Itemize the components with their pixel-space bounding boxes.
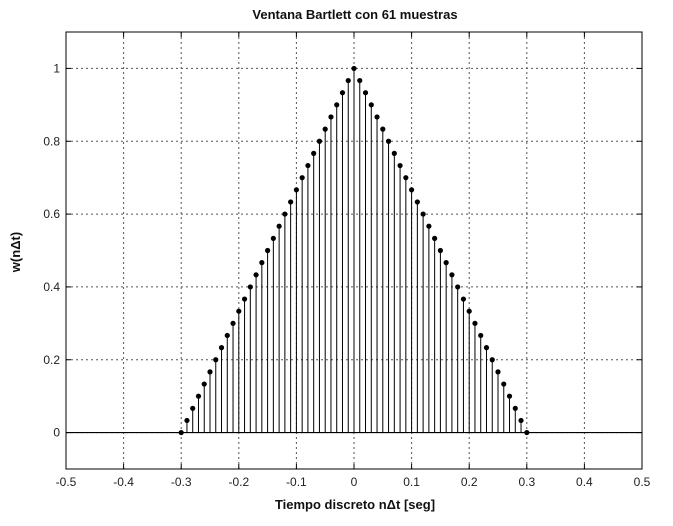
x-tick-label: -0.4 [113,475,134,489]
stem-marker [466,308,472,314]
stem-marker [449,272,455,278]
y-tick-label: 0 [53,426,60,440]
stem-marker [247,284,253,290]
y-axis-ticks: 0 0.2 0.4 0.6 0.8 1 [43,61,642,440]
stem-marker [351,65,357,72]
stem-marker [328,114,334,120]
x-tick-label: 0.2 [461,475,478,489]
stem-marker [184,417,190,424]
y-tick-label: 0.4 [43,280,60,294]
stem-marker [288,199,294,205]
stem-marker [224,332,230,339]
stem-marker [259,260,265,266]
stem-marker [282,211,288,217]
stem-marker [305,162,311,169]
stem-marker [265,247,271,254]
stem-marker [276,223,282,229]
stem-marker [368,102,374,108]
stem-marker [455,284,461,290]
stem-marker [218,345,225,351]
x-tick-label: 0.5 [634,475,651,489]
stem-marker [190,405,196,411]
stem-marker [501,381,507,387]
stem-series [178,65,530,436]
x-tick-label: -0.3 [171,475,192,489]
x-tick-label: 0.4 [576,475,593,489]
stem-marker [460,296,467,302]
y-tick-label: 0.8 [43,134,60,148]
stem-marker [380,126,386,132]
stem-marker [437,247,443,254]
stem-marker [201,381,207,387]
stem-marker [253,272,259,278]
stem-marker [299,175,305,181]
stem-marker [345,77,351,84]
stem-marker [478,332,484,339]
x-tick-label: -0.2 [228,475,249,489]
stem-marker [178,429,184,436]
y-tick-label: 1 [53,61,60,75]
stem-marker [443,260,449,266]
stem-marker [293,187,299,193]
stem-marker [414,199,420,205]
y-axis-label: w(nΔt) [8,232,23,273]
stem-marker [512,405,518,411]
stem-marker [334,102,340,108]
stem-marker [403,175,409,181]
stem-marker [385,138,392,144]
stem-marker [397,162,403,169]
stem-marker [207,369,213,375]
stem-marker [420,211,426,217]
stem-marker [316,138,323,144]
stem-marker [213,357,219,363]
stem-marker [409,187,415,193]
x-tick-label: 0.1 [403,475,420,489]
stem-marker [374,114,380,120]
stem-marker [489,357,495,363]
stem-marker [270,235,276,241]
stem-marker [236,308,242,314]
stem-marker [432,235,438,241]
stem-marker [495,369,501,375]
stem-marker [506,393,513,399]
stem-marker [362,90,369,96]
x-tick-label: -0.5 [56,475,77,489]
x-axis-ticks: -0.5 -0.4 -0.3 -0.2 -0.1 0 0.1 0.2 0.3 0.4 0.5 [56,32,651,489]
stem-marker [195,393,202,399]
stem-marker [322,126,328,132]
stem-marker [339,90,346,96]
stem-marker [472,320,478,326]
chart-title: Ventana Bartlett con 61 muestras [252,7,457,22]
stem-marker [357,77,363,84]
y-tick-label: 0.6 [43,207,60,221]
stem-marker [230,320,236,326]
stem-marker [241,296,248,302]
x-tick-label: 0 [351,475,358,489]
y-tick-label: 0.2 [43,353,60,367]
x-tick-label: -0.1 [286,475,307,489]
stem-marker [483,345,490,351]
stem-marker [426,223,432,229]
x-tick-label: 0.3 [518,475,535,489]
stem-marker [311,150,317,156]
stem-marker [524,429,530,436]
stem-marker [518,417,524,424]
stem-marker [391,150,397,156]
x-axis-label: Tiempo discreto nΔt [seg] [275,497,435,512]
